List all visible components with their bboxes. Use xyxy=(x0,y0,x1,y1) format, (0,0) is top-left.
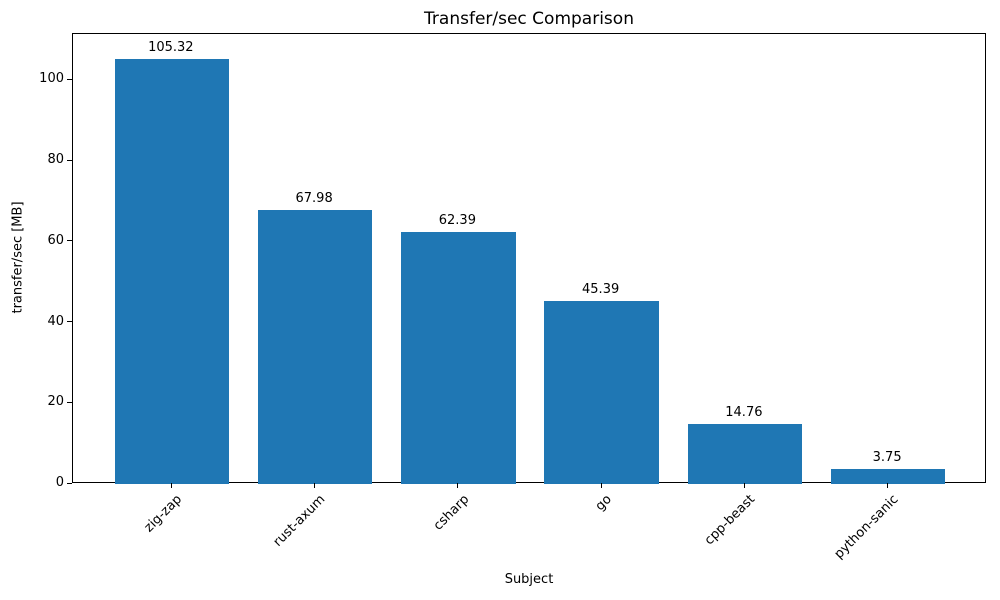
y-tick-mark xyxy=(67,78,72,80)
bar-cpp-beast xyxy=(687,424,803,484)
y-tick-mark xyxy=(67,321,72,323)
x-tick-mark xyxy=(743,483,745,488)
chart-title: Transfer/sec Comparison xyxy=(424,9,634,29)
bar-value-label: 105.32 xyxy=(148,39,194,55)
y-tick-mark xyxy=(67,240,72,242)
bar-value-label: 62.39 xyxy=(438,213,476,229)
plot-area xyxy=(72,33,986,484)
x-tick-mark xyxy=(600,483,602,488)
x-tick-label: zig-zap xyxy=(142,492,186,536)
x-tick-label: cpp-beast xyxy=(702,492,759,549)
y-tick-mark xyxy=(67,482,72,484)
x-tick-label: go xyxy=(593,492,616,515)
y-tick-label: 20 xyxy=(47,394,64,410)
y-tick-mark xyxy=(67,159,72,161)
x-tick-mark xyxy=(170,483,172,488)
x-axis-label: Subject xyxy=(504,572,554,587)
x-tick-mark xyxy=(314,483,316,488)
bar-csharp xyxy=(401,232,516,484)
y-tick-label: 100 xyxy=(39,71,64,87)
bar-go xyxy=(544,300,659,484)
bar-python-sanic xyxy=(830,468,946,484)
y-tick-label: 60 xyxy=(47,232,64,248)
bar-value-label: 14.76 xyxy=(725,405,763,421)
x-tick-label: csharp xyxy=(430,492,472,534)
x-tick-mark xyxy=(457,483,459,488)
bar-rust-axum xyxy=(257,209,373,484)
bar-value-label: 3.75 xyxy=(872,449,902,465)
x-tick-mark xyxy=(887,483,889,488)
bar-zig-zap xyxy=(114,58,230,484)
bar-value-label: 45.39 xyxy=(582,281,620,297)
y-tick-label: 80 xyxy=(47,152,64,168)
y-tick-label: 40 xyxy=(47,313,64,329)
x-tick-label: rust-axum xyxy=(270,492,329,550)
x-tick-label: python-sanic xyxy=(831,492,902,562)
y-tick-mark xyxy=(67,401,72,403)
y-tick-label: 0 xyxy=(55,475,64,490)
bar-value-label: 67.98 xyxy=(295,190,333,206)
